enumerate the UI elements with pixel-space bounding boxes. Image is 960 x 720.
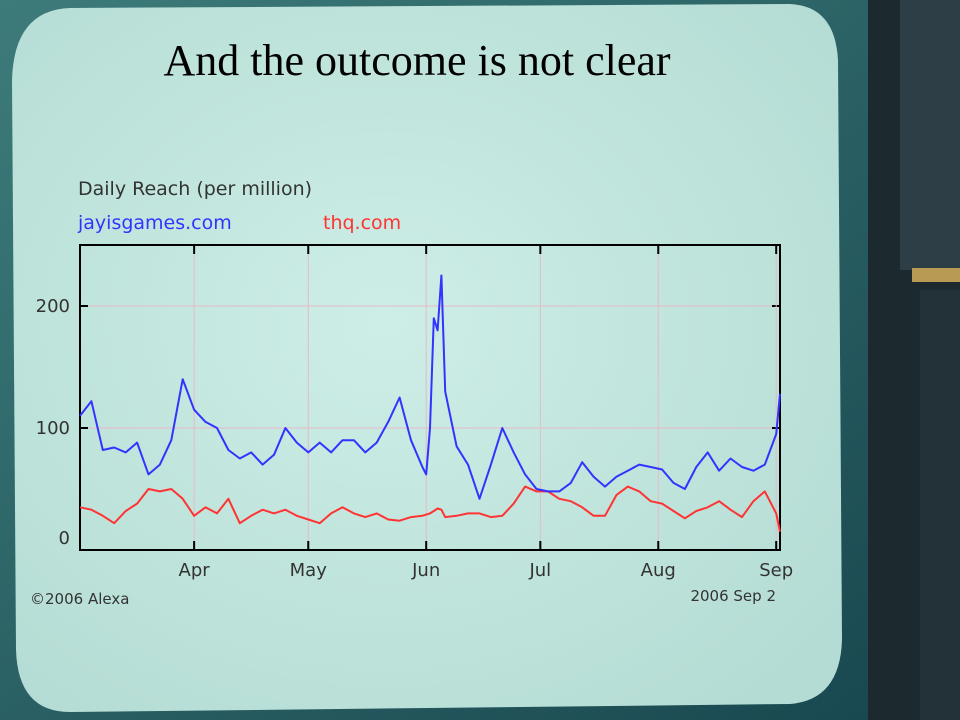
x-tick-label: May: [290, 560, 328, 581]
series-line: [79, 274, 781, 500]
legend-entry: jayisgames.com: [77, 212, 232, 234]
series-line: [79, 485, 781, 532]
slide-title: And the outcome is not clear: [163, 36, 670, 85]
x-tick-label: Jul: [528, 560, 551, 581]
x-tick-label: Aug: [641, 560, 676, 581]
date-note: 2006 Sep 2: [690, 587, 776, 605]
x-tick-label: Jun: [411, 560, 440, 581]
chart-subtitle: Daily Reach (per million): [78, 178, 312, 200]
legend-entry: thq.com: [323, 212, 401, 234]
x-tick-label: Apr: [179, 560, 211, 581]
tv-trim: [912, 268, 960, 282]
y-tick-label: 100: [36, 418, 70, 439]
plot: 0 100 200 Apr May Jun Jul Aug Sep thq.com jayisgam…: [36, 212, 794, 581]
x-tick-label: Sep: [759, 560, 793, 581]
y-tick-label: 200: [36, 296, 70, 317]
y-tick-label: 0: [59, 528, 70, 549]
tv-grille: [920, 290, 960, 720]
source: ©2006 Alexa: [30, 590, 129, 608]
tv-dial: [900, 0, 960, 270]
tv-screen: [12, 4, 842, 712]
